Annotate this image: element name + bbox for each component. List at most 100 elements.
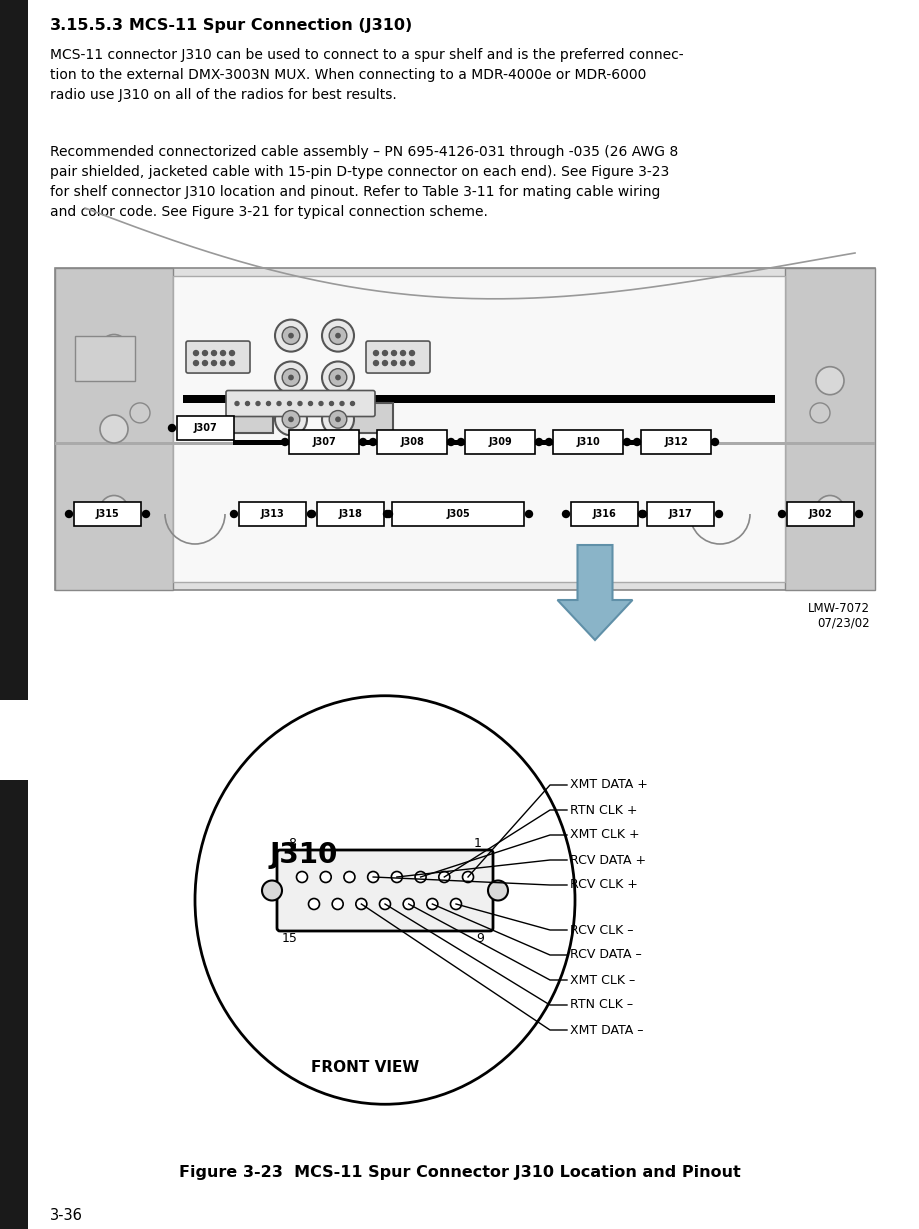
Circle shape [856,510,863,517]
Text: J308: J308 [400,438,424,447]
Circle shape [256,402,260,406]
Circle shape [235,402,239,406]
Circle shape [458,439,464,445]
FancyBboxPatch shape [787,501,854,526]
Text: RCV DATA +: RCV DATA + [570,853,646,866]
Text: 9: 9 [476,932,484,945]
Circle shape [130,403,150,423]
FancyBboxPatch shape [226,391,375,417]
Circle shape [356,898,367,909]
Text: J315: J315 [96,509,119,519]
FancyBboxPatch shape [74,501,141,526]
Text: XMT DATA +: XMT DATA + [570,778,648,791]
Circle shape [810,403,830,423]
Circle shape [100,415,128,442]
Text: J318: J318 [338,509,362,519]
Text: 8: 8 [288,837,296,850]
Circle shape [450,898,461,909]
Circle shape [335,375,341,380]
Circle shape [329,369,346,386]
Text: RCV CLK +: RCV CLK + [570,879,638,891]
Circle shape [221,360,225,365]
Circle shape [640,510,646,517]
Circle shape [211,360,217,365]
Circle shape [309,402,312,406]
Circle shape [194,350,199,355]
Circle shape [65,510,73,517]
Ellipse shape [195,696,575,1104]
Circle shape [415,871,426,882]
Circle shape [322,320,354,351]
Text: RTN CLK –: RTN CLK – [570,998,633,1011]
Circle shape [426,898,437,909]
Circle shape [320,871,331,882]
Circle shape [633,439,641,445]
Text: FRONT VIEW: FRONT VIEW [311,1061,419,1075]
Circle shape [344,871,355,882]
Text: RCV CLK –: RCV CLK – [570,923,633,936]
Circle shape [359,439,367,445]
Circle shape [562,510,570,517]
FancyBboxPatch shape [186,340,250,374]
Polygon shape [558,544,632,640]
Text: XMT DATA –: XMT DATA – [570,1024,643,1036]
Bar [173,277,785,583]
Text: RCV DATA –: RCV DATA – [570,949,641,961]
Circle shape [267,402,270,406]
Circle shape [382,360,388,365]
Circle shape [297,871,308,882]
Circle shape [350,402,355,406]
Text: XMT CLK +: XMT CLK + [570,828,640,842]
Circle shape [410,350,414,355]
Circle shape [391,350,396,355]
FancyBboxPatch shape [177,415,234,440]
FancyBboxPatch shape [392,501,524,526]
Bar [55,268,173,590]
Circle shape [711,439,719,445]
Circle shape [488,880,508,901]
Text: Recommended connectorized cable assembly – PN 695-4126-031 through -035 (26 AWG : Recommended connectorized cable assembly… [50,145,678,219]
Bar [55,268,875,590]
FancyBboxPatch shape [277,850,493,932]
Bar [183,396,775,403]
Circle shape [221,350,225,355]
Circle shape [526,510,532,517]
Circle shape [329,327,346,344]
Circle shape [368,871,379,882]
Circle shape [536,439,542,445]
Circle shape [816,495,844,524]
Circle shape [639,510,645,517]
Text: J316: J316 [593,509,617,519]
Circle shape [373,350,379,355]
Circle shape [332,898,343,909]
Circle shape [373,360,379,365]
Bar [233,440,713,445]
Circle shape [403,898,414,909]
Circle shape [288,402,291,406]
Circle shape [282,369,300,386]
Circle shape [168,424,176,431]
FancyBboxPatch shape [553,430,623,454]
Text: Figure 3-23  MCS-11 Spur Connector J310 Location and Pinout: Figure 3-23 MCS-11 Spur Connector J310 L… [178,1165,741,1180]
Circle shape [262,880,282,901]
Circle shape [335,333,341,338]
Circle shape [309,898,320,909]
Bar [75,336,135,381]
Circle shape [369,439,377,445]
Circle shape [275,403,307,435]
Circle shape [289,333,294,338]
Circle shape [448,439,455,445]
Circle shape [322,403,354,435]
Text: J310: J310 [270,841,338,869]
Text: J309: J309 [488,438,512,447]
Circle shape [385,510,392,517]
Circle shape [275,320,307,351]
Bar [785,268,875,590]
Circle shape [410,360,414,365]
Circle shape [309,510,315,517]
Text: 3-36: 3-36 [50,1208,83,1223]
Circle shape [462,871,473,882]
Circle shape [100,334,128,363]
Bar [55,442,875,445]
Circle shape [383,510,391,517]
